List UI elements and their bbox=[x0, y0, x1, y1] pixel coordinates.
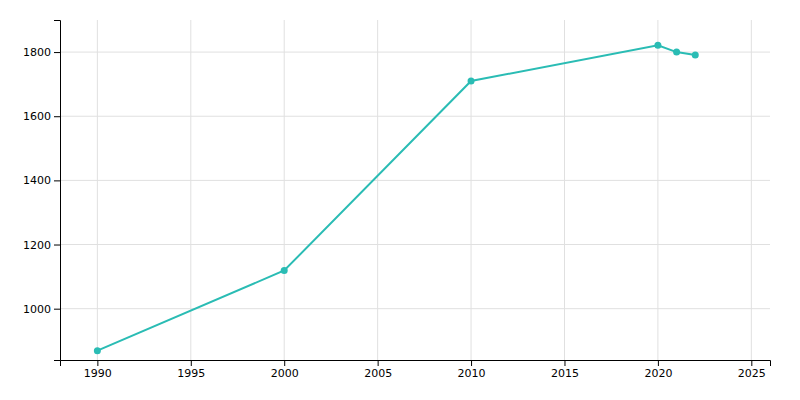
tick-label: 2010 bbox=[458, 367, 486, 380]
point bbox=[94, 347, 101, 354]
grid-line bbox=[60, 116, 770, 117]
tick-mark bbox=[658, 360, 659, 366]
tick: 2020 bbox=[644, 360, 672, 380]
tick: 1000 bbox=[23, 303, 60, 316]
grid bbox=[60, 20, 770, 360]
grid-line bbox=[657, 20, 658, 360]
tick-mark bbox=[471, 360, 472, 366]
tick-mark bbox=[54, 245, 60, 246]
tick-mark bbox=[191, 360, 192, 366]
point bbox=[468, 77, 475, 84]
tick: 1400 bbox=[23, 174, 60, 187]
tick-mark bbox=[54, 52, 60, 53]
tick-label: 1800 bbox=[23, 46, 51, 59]
tick-label: 2015 bbox=[551, 367, 579, 380]
tick: 1800 bbox=[23, 46, 60, 59]
y-axis: 1000 1200 1400 1600 1800 bbox=[23, 21, 61, 361]
plot-area: 1990 1995 2000 2005 2010 2015 2020 2025 1000 1200… bbox=[23, 20, 771, 380]
chart-svg: 1990 1995 2000 2005 2010 2015 2020 2025 1000 1200… bbox=[0, 0, 800, 400]
point bbox=[673, 49, 680, 56]
tick: 2025 bbox=[738, 360, 766, 380]
tick: 1200 bbox=[23, 239, 60, 252]
grid-line bbox=[564, 20, 565, 360]
tick-mark bbox=[751, 360, 752, 366]
grid-line bbox=[377, 20, 378, 360]
tick-mark bbox=[564, 360, 565, 366]
grid-line bbox=[751, 20, 752, 360]
tick: 1995 bbox=[177, 360, 205, 380]
tick-label: 1600 bbox=[23, 110, 51, 123]
axis-line bbox=[54, 21, 61, 361]
tick-label: 1000 bbox=[23, 303, 51, 316]
grid-line bbox=[190, 20, 191, 360]
tick-label: 1400 bbox=[23, 174, 51, 187]
marks bbox=[94, 42, 699, 354]
tick-label: 2020 bbox=[644, 367, 672, 380]
grid-line bbox=[60, 52, 770, 53]
tick-mark bbox=[378, 360, 379, 366]
tick-mark bbox=[54, 180, 60, 181]
tick: 2005 bbox=[364, 360, 392, 380]
tick: 2000 bbox=[271, 360, 299, 380]
grid-line bbox=[97, 20, 98, 360]
tick-mark bbox=[97, 360, 98, 366]
axis-line bbox=[61, 361, 771, 367]
tick-mark bbox=[284, 360, 285, 366]
tick-label: 2025 bbox=[738, 367, 766, 380]
grid-line bbox=[60, 244, 770, 245]
chart-container: 1990 1995 2000 2005 2010 2015 2020 2025 1000 1200… bbox=[0, 0, 800, 400]
grid-line bbox=[60, 308, 770, 309]
grid-line bbox=[284, 20, 285, 360]
point bbox=[692, 51, 699, 58]
tick-label: 1990 bbox=[84, 367, 112, 380]
tick: 1600 bbox=[23, 110, 60, 123]
line bbox=[97, 45, 695, 350]
tick-label: 2000 bbox=[271, 367, 299, 380]
grid-line bbox=[60, 180, 770, 181]
point bbox=[654, 42, 661, 49]
tick-label: 1995 bbox=[177, 367, 205, 380]
tick: 1990 bbox=[84, 360, 112, 380]
grid-line bbox=[471, 20, 472, 360]
tick-mark bbox=[54, 116, 60, 117]
point bbox=[281, 267, 288, 274]
tick-mark bbox=[54, 309, 60, 310]
tick-label: 2005 bbox=[364, 367, 392, 380]
tick: 2015 bbox=[551, 360, 579, 380]
tick: 2010 bbox=[458, 360, 486, 380]
tick-label: 1200 bbox=[23, 239, 51, 252]
x-axis: 1990 1995 2000 2005 2010 2015 2020 2025 bbox=[61, 360, 771, 380]
